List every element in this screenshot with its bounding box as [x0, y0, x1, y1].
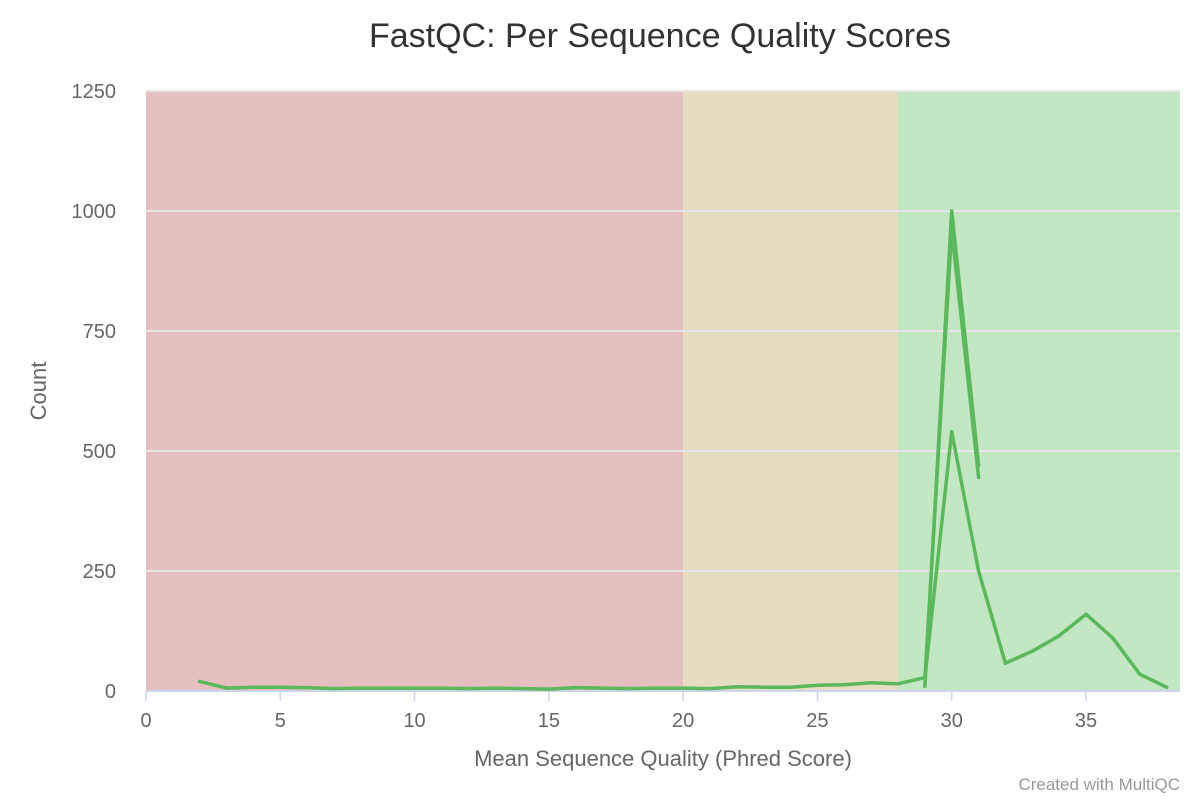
data-point[interactable] — [976, 475, 981, 480]
data-point[interactable] — [1164, 685, 1169, 689]
data-point[interactable] — [1137, 672, 1142, 676]
data-point[interactable] — [439, 686, 444, 690]
data-point[interactable] — [278, 685, 283, 689]
data-point[interactable] — [466, 686, 471, 691]
band-pass — [898, 91, 1180, 691]
chart-title: FastQC: Per Sequence Quality Scores — [369, 17, 951, 55]
data-point[interactable] — [305, 685, 309, 690]
data-point[interactable] — [654, 686, 659, 690]
y-tick-label: 0 — [105, 681, 116, 703]
x-tick-label: 30 — [941, 710, 963, 732]
data-point[interactable] — [708, 686, 712, 691]
data-point[interactable] — [735, 684, 739, 689]
y-axis-label: Count — [26, 362, 51, 421]
data-point[interactable] — [1084, 612, 1088, 616]
y-tick-label: 1000 — [72, 201, 117, 223]
x-tick-label: 5 — [275, 710, 286, 732]
x-tick-label: 25 — [806, 710, 828, 732]
x-tick-label: 15 — [538, 710, 560, 732]
data-point[interactable] — [842, 682, 847, 687]
data-point[interactable] — [1030, 649, 1035, 653]
band-fail — [146, 91, 684, 691]
data-point[interactable] — [359, 686, 363, 690]
data-point[interactable] — [224, 686, 229, 690]
data-point[interactable] — [923, 684, 927, 688]
data-point[interactable] — [1111, 636, 1115, 640]
data-point[interactable] — [547, 687, 551, 691]
data-point[interactable] — [627, 686, 632, 691]
data-point[interactable] — [197, 679, 202, 684]
x-tick-label: 35 — [1075, 710, 1097, 732]
x-axis-label: Mean Sequence Quality (Phred Score) — [474, 746, 852, 771]
x-tick-label: 20 — [672, 710, 694, 732]
data-point[interactable] — [600, 686, 605, 690]
data-point[interactable] — [949, 228, 954, 232]
data-point[interactable] — [251, 685, 256, 689]
data-point[interactable] — [949, 209, 954, 213]
y-tick-label: 500 — [83, 441, 116, 463]
data-point[interactable] — [520, 686, 524, 691]
data-point[interactable] — [896, 682, 900, 686]
data-point[interactable] — [761, 685, 766, 689]
data-point[interactable] — [412, 686, 417, 690]
data-point[interactable] — [815, 683, 820, 688]
x-tick-label: 0 — [140, 710, 151, 732]
data-point[interactable] — [923, 677, 927, 681]
x-tick-label: 10 — [403, 710, 425, 732]
data-point[interactable] — [681, 686, 685, 690]
y-tick-label: 750 — [83, 321, 116, 343]
data-point[interactable] — [949, 430, 954, 434]
data-point[interactable] — [332, 686, 336, 691]
data-point[interactable] — [869, 681, 873, 685]
credit-text[interactable]: Created with MultiQC — [1018, 775, 1180, 794]
y-tick-label: 250 — [83, 561, 116, 583]
data-point[interactable] — [1003, 661, 1008, 665]
data-point[interactable] — [1057, 634, 1061, 638]
data-point[interactable] — [493, 686, 497, 690]
y-tick-label: 1250 — [72, 81, 117, 103]
data-point[interactable] — [976, 569, 981, 573]
band-warn — [683, 91, 898, 691]
data-point[interactable] — [385, 686, 390, 690]
data-point[interactable] — [788, 685, 793, 689]
data-point[interactable] — [573, 685, 578, 690]
